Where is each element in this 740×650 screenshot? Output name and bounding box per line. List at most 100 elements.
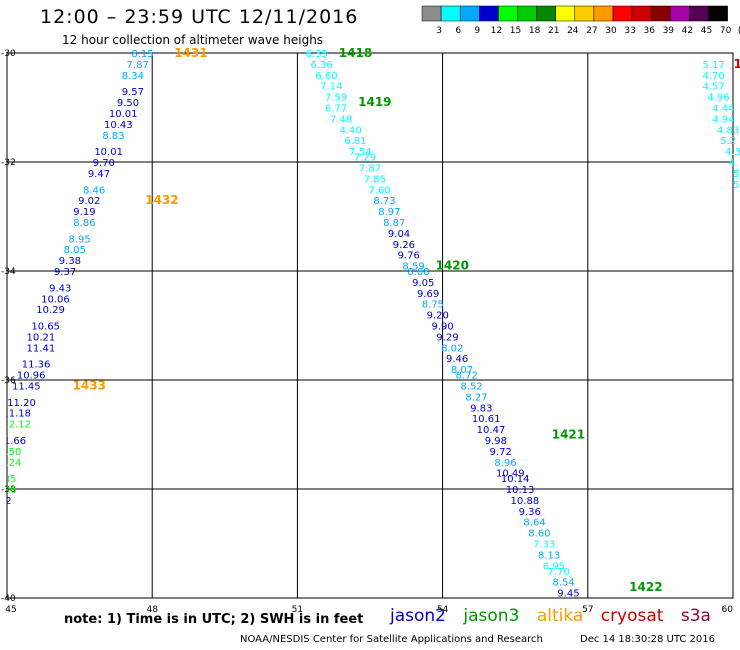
swh-value-label: 8.64	[523, 518, 545, 529]
scale-label: 3	[436, 26, 442, 36]
plot-frame	[6, 52, 734, 599]
swh-value-label: 9.29	[436, 332, 458, 343]
swh-value-label: 12.36	[0, 485, 16, 496]
swh-value-label: 7.48	[330, 114, 352, 125]
swh-value-label: 8.02	[441, 343, 463, 354]
swh-value-label: 10.61	[472, 414, 501, 425]
swh-value-label: 4.40	[340, 125, 362, 136]
swh-value-label: 7.87	[359, 163, 381, 174]
swh-value-label: 7.60	[369, 185, 391, 196]
swh-value-label: 10.43	[104, 120, 133, 131]
swh-value-label: 8.86	[73, 218, 95, 229]
swh-value-label: 11.66	[0, 436, 26, 447]
pass-time-label: 1	[734, 57, 740, 71]
swh-value-label: 6.36	[310, 60, 332, 71]
swh-value-label: 8.72	[456, 371, 478, 382]
swh-value-label: 8.15	[131, 49, 153, 60]
swh-value-label: 8.87	[383, 218, 405, 229]
swh-value-label: 9.98	[485, 436, 507, 447]
swh-value-label: 10.14	[501, 474, 530, 485]
scale-label: 6	[455, 26, 461, 36]
swh-value-label: 8.59	[402, 262, 424, 273]
swh-value-label: 9.70	[93, 158, 115, 169]
swh-value-label: 9.46	[446, 354, 468, 365]
swh-value-label: 4.94	[712, 114, 734, 125]
scale-label: 21	[548, 26, 559, 36]
x-tick-label: 45	[5, 605, 16, 615]
swh-value-label: 8.60	[528, 529, 550, 540]
pass-time-label: 1419	[358, 95, 391, 109]
swh-value-label: 10.96	[17, 371, 46, 382]
swh-value-label: 9.04	[388, 229, 410, 240]
swh-value-label: 9.26	[393, 240, 415, 251]
y-tick-label: -30	[1, 49, 16, 59]
swh-value-label: 9.02	[78, 196, 100, 207]
swh-value-label: 12.24	[0, 458, 21, 469]
legend-s3a: s3a	[680, 606, 711, 626]
swh-value-label: 9.43	[49, 283, 71, 294]
swh-value-label: 11.41	[27, 343, 56, 354]
swh-value-label: 8.73	[373, 196, 395, 207]
scale-label: 9	[474, 26, 480, 36]
legend-jason2: jason2	[390, 606, 446, 626]
swh-value-label: 9.19	[73, 207, 95, 218]
x-tick-label: 54	[437, 605, 449, 615]
scale-label: 18	[529, 26, 541, 36]
swh-value-label: 9.57	[122, 87, 144, 98]
swh-value-label: 8.95	[68, 234, 90, 245]
swh-value-label: 9.69	[417, 289, 439, 300]
swh-value-label: 7.54	[349, 147, 371, 158]
pass-time-label: 1433	[73, 378, 106, 392]
credit-text: NOAA/NESDIS Center for Satellite Applica…	[240, 634, 543, 645]
swh-value-label: 8.05	[64, 245, 86, 256]
y-tick-label: -36	[1, 376, 16, 386]
swh-value-label: 7.59	[325, 93, 347, 104]
swh-value-label: 10.13	[506, 485, 535, 496]
swh-value-label: 4.3	[725, 147, 740, 158]
scale-label: 70	[720, 26, 732, 36]
swh-value-label: 9.50	[117, 98, 139, 109]
x-tick-label: 60	[722, 605, 734, 615]
swh-value-label: 10.49	[496, 469, 525, 480]
swh-value-label: 7.85	[364, 174, 386, 185]
scale-label: 24	[567, 26, 579, 36]
swh-value-label: 9.20	[427, 311, 449, 322]
swh-value-label: 11.20	[7, 398, 36, 409]
y-tick-label: -40	[1, 594, 16, 604]
x-tick-label: 51	[292, 605, 303, 615]
swh-value-label: 5.	[733, 180, 740, 191]
swh-value-label: 4.	[728, 158, 738, 169]
swh-value-label: 9.38	[59, 256, 81, 267]
swh-value-label: 6.95	[543, 561, 565, 572]
scale-label: 30	[605, 26, 617, 36]
scale-label: 27	[586, 26, 597, 36]
swh-value-label: 8.97	[378, 207, 400, 218]
pass-time-label: 1418	[339, 46, 372, 60]
swh-value-label: 6.60	[315, 71, 337, 82]
pass-time-label: 1421	[552, 428, 585, 442]
swh-value-label: 9.83	[470, 403, 492, 414]
swh-value-label: 8.13	[538, 550, 560, 561]
pass-time-label: 1420	[436, 259, 469, 273]
swh-value-label: 8.68	[407, 267, 429, 278]
swh-value-label: 8.75	[422, 300, 444, 311]
pass-time-label: 1431	[174, 46, 207, 60]
swh-value-label: 7.87	[127, 60, 149, 71]
swh-value-label: 4.44	[712, 104, 734, 115]
swh-value-label: 9.47	[88, 169, 110, 180]
swh-value-label: 11.36	[22, 360, 51, 371]
swh-value-label: 5.2	[720, 136, 736, 147]
swh-value-label: 8.46	[83, 185, 105, 196]
swh-value-label: 11.45	[12, 381, 41, 392]
swh-value-label: 10.06	[41, 294, 70, 305]
scale-swatch	[708, 5, 728, 22]
swh-value-label: 7.29	[354, 153, 376, 164]
x-tick-label: 48	[146, 605, 158, 615]
swh-value-label: 9.05	[412, 278, 434, 289]
data-labels-group: 8.157.878.349.579.5010.0110.438.8310.019…	[0, 46, 740, 598]
swh-value-label: 6.81	[344, 136, 366, 147]
y-tick-label: -38	[1, 485, 16, 495]
swh-value-label: 8.34	[122, 71, 144, 82]
y-tick-label: -34	[1, 267, 16, 277]
